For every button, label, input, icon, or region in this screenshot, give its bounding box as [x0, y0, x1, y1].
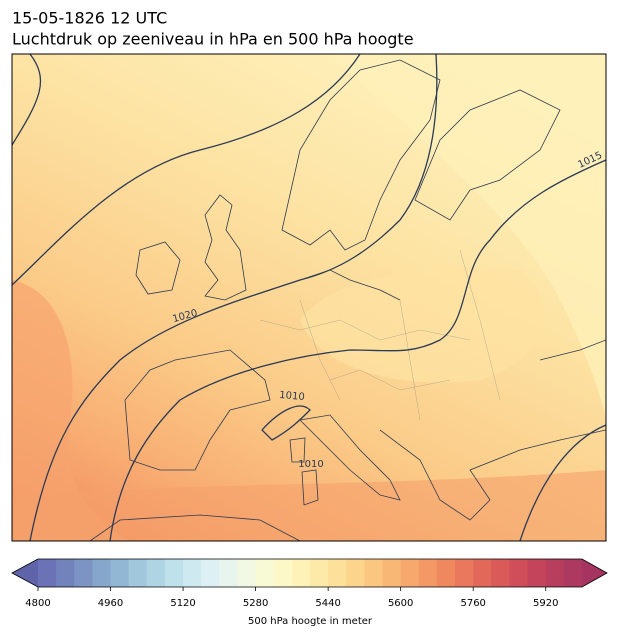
- colorbar-segment: [146, 559, 166, 587]
- colorbar-segment: [255, 559, 275, 587]
- colorbar-segment: [219, 559, 238, 587]
- colorbar-segment: [310, 559, 329, 587]
- colorbar-segment: [436, 559, 456, 587]
- colorbar-segment: [382, 559, 402, 587]
- colorbar: 4800 4960 5120 5280 5440 5600 5760 5920 500 hPa …: [11, 558, 608, 627]
- colorbar-segment: [291, 559, 311, 587]
- isobar: [261, 405, 311, 441]
- coastline: [135, 241, 181, 295]
- colorbar-tick-label: 4800: [25, 598, 50, 609]
- coastline: [299, 414, 401, 501]
- colorbar-segment: [364, 559, 384, 587]
- borders: [259, 249, 501, 421]
- coastline: [204, 194, 247, 301]
- colorbar-tick-label: 5440: [315, 598, 340, 609]
- contour-label: 1010: [279, 390, 305, 403]
- colorbar-segment: [237, 559, 257, 587]
- isobar: [29, 54, 438, 541]
- coastline: [414, 89, 561, 221]
- colorbar-segment: [38, 559, 57, 587]
- coastline: [289, 437, 319, 506]
- colorbar-segment: [527, 559, 547, 587]
- map: [12, 54, 606, 541]
- coastline: [379, 429, 606, 521]
- colorbar-segment: [563, 559, 583, 587]
- colorbar-segment: [545, 559, 565, 587]
- colorbar-extend-low: [12, 559, 38, 587]
- colorbar-tick-label: 5280: [243, 598, 268, 609]
- contour-label: 1010: [298, 459, 323, 470]
- colorbar-segment: [400, 559, 420, 587]
- isobar: [519, 424, 606, 541]
- colorbar-outline: [11, 558, 608, 588]
- colorbar-tick-label: 4960: [98, 598, 123, 609]
- coastline: [124, 349, 271, 471]
- colorbar-segment: [509, 559, 529, 587]
- coastline: [539, 339, 606, 361]
- colorbar-segment: [164, 559, 184, 587]
- height-band: [330, 54, 606, 420]
- height-band: [300, 267, 544, 383]
- colorbar-segment: [128, 559, 148, 587]
- colorbar-extend-high: [582, 559, 607, 587]
- map-frame: [11, 53, 607, 542]
- height-band: [12, 280, 130, 541]
- isobar: [12, 54, 361, 286]
- colorbar-tick-label: 5760: [460, 598, 485, 609]
- colorbar-segment: [56, 559, 75, 587]
- colorbar-segment: [473, 559, 492, 587]
- isobar: [109, 159, 606, 541]
- colorbar-segment: [328, 559, 347, 587]
- colorbar-segment: [273, 559, 293, 587]
- colorbar-segment: [92, 559, 112, 587]
- height-band: [12, 470, 606, 541]
- colorbar-tick-label: 5120: [170, 598, 195, 609]
- colorbar-segment: [201, 559, 220, 587]
- coastline: [281, 59, 441, 251]
- colorbar-tick-label: 5600: [388, 598, 413, 609]
- colorbar-segment: [74, 559, 93, 587]
- colorbar-label: 500 hPa hoogte in meter: [248, 616, 373, 627]
- colorbar-segment: [346, 559, 365, 587]
- colorbar-segment: [455, 559, 474, 587]
- title-date: 15-05-1826 12 UTC: [12, 9, 167, 28]
- colorbar-segment: [418, 559, 438, 587]
- colorbar-segment: [110, 559, 130, 587]
- title-description: Luchtdruk op zeeniveau in hPa en 500 hPa…: [12, 30, 414, 49]
- colorbar-tick-label: 5920: [533, 598, 558, 609]
- colorbar-segment: [491, 559, 510, 587]
- coastline: [89, 514, 301, 541]
- isobar: [12, 54, 42, 146]
- colorbar-segment: [183, 559, 202, 587]
